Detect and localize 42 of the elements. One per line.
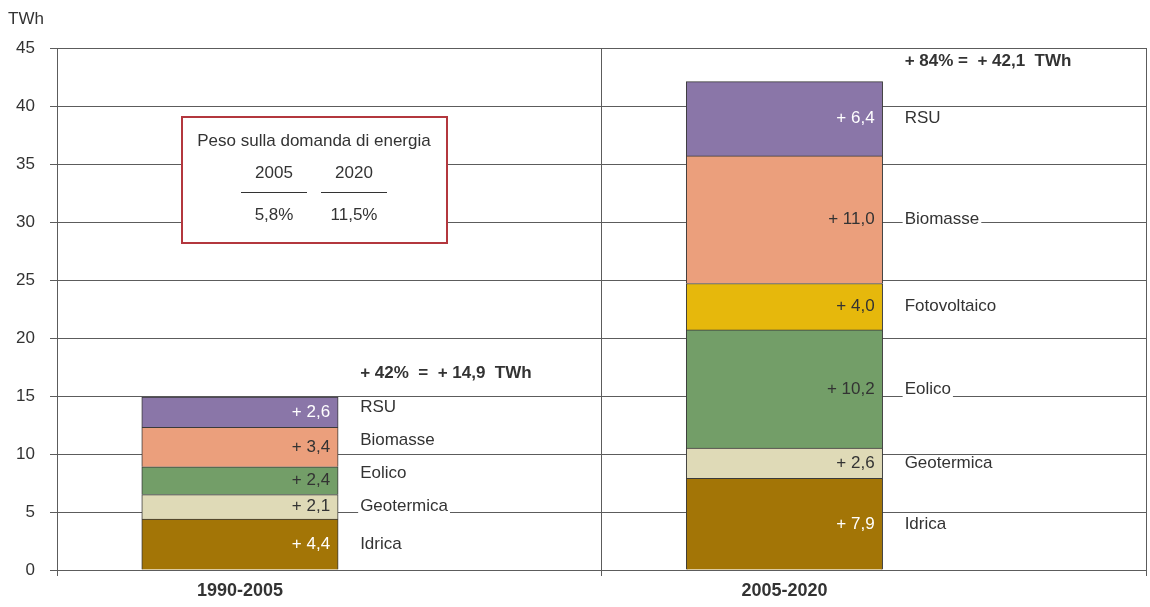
series-label: Biomasse: [360, 430, 435, 450]
series-label: Idrica: [360, 533, 403, 553]
y-tick-label: 25: [16, 269, 35, 289]
annotation: Peso sulla domanda di energia: [197, 131, 431, 151]
y-tick-label: 5: [25, 501, 35, 521]
data-label: + 10,2: [826, 378, 875, 398]
y-tick-label: 30: [16, 211, 35, 231]
y-tick-label: 0: [25, 559, 35, 579]
y-axis-title: TWh: [8, 8, 44, 28]
data-label: + 2,6: [836, 452, 875, 472]
data-label: + 7,9: [836, 513, 875, 533]
text: Idrica: [904, 513, 947, 533]
series-label: Eolico: [360, 463, 407, 483]
data-label: + 2,6: [291, 401, 331, 421]
annotation: 2020: [335, 163, 373, 183]
data-label: + 6,4: [836, 108, 875, 128]
x-tick-label: 1990-2005: [196, 579, 283, 600]
y-tick-label: 40: [16, 95, 35, 115]
annotation: 11,5%: [330, 205, 378, 225]
annotation: 2005: [255, 163, 293, 183]
data-label: + 2,1: [291, 496, 331, 516]
data-label: + 2,4: [291, 470, 331, 490]
data-label: + 3,4: [291, 436, 331, 456]
total-label: + 84% = + 42,1 TWh: [904, 51, 1072, 71]
data-label: + 4,0: [836, 296, 875, 316]
y-tick-label: 20: [16, 327, 35, 347]
y-tick-label: 10: [16, 443, 35, 463]
x-tick-label: 2005-2020: [741, 579, 828, 600]
data-label: + 4,4: [291, 533, 331, 553]
annotation: 5,8%: [254, 205, 294, 225]
text: Eolico: [904, 378, 951, 398]
text: Biomasse: [904, 209, 980, 229]
data-label: + 11,0: [828, 209, 875, 229]
text: RSU: [904, 108, 941, 128]
series-label: Fotovoltaico: [904, 296, 997, 316]
series-label: Geotermica: [360, 496, 449, 516]
y-tick-label: 45: [16, 37, 35, 57]
total-label: + 42% = + 14,9 TWh: [360, 363, 532, 383]
text: Geotermica: [904, 452, 993, 472]
y-tick-label: 15: [16, 385, 35, 405]
y-tick-label: 35: [16, 153, 35, 173]
series-label: RSU: [360, 397, 397, 417]
